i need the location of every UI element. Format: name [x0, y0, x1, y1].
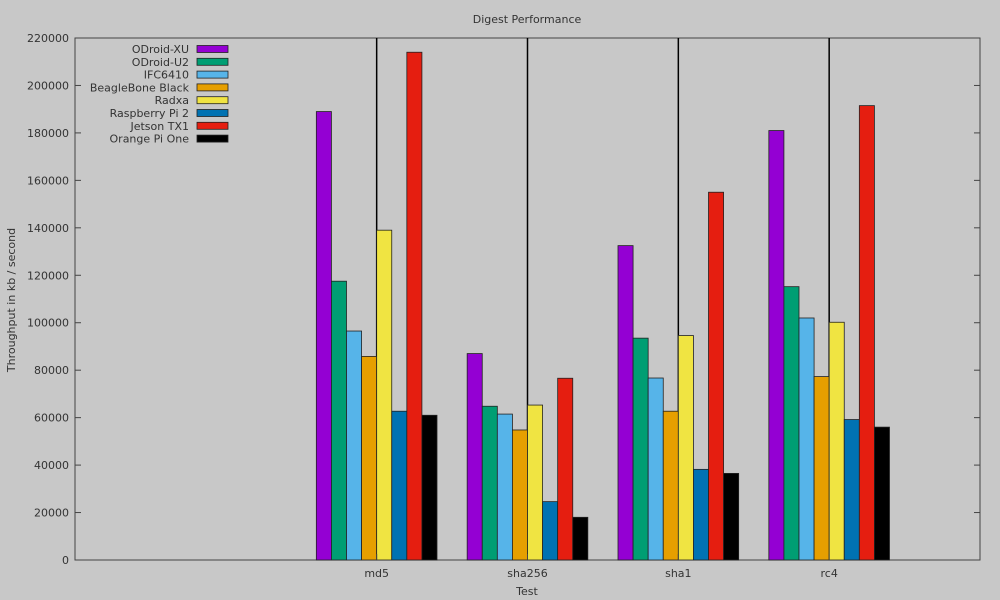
bar	[813, 376, 830, 561]
y-tick-label: 80000	[34, 364, 69, 377]
y-tick-label: 200000	[27, 79, 69, 92]
bar	[617, 245, 634, 561]
x-tick-label: md5	[364, 567, 389, 580]
bar	[768, 130, 785, 561]
bar	[677, 335, 694, 561]
bar	[828, 321, 845, 561]
legend-swatch	[196, 57, 229, 66]
bar	[406, 51, 423, 561]
bar	[331, 280, 347, 561]
x-tick-label: sha256	[507, 567, 547, 580]
bar	[858, 105, 875, 561]
legend-label: BeagleBone Black	[90, 81, 190, 94]
bar	[783, 286, 800, 561]
legend-swatch	[196, 96, 229, 105]
bar	[647, 377, 664, 561]
y-tick-label: 140000	[27, 222, 69, 235]
bar	[542, 501, 559, 561]
bar	[481, 405, 498, 561]
legend-swatch	[196, 70, 229, 79]
y-tick-label: 120000	[27, 269, 69, 282]
bar	[346, 330, 362, 561]
bar	[496, 413, 513, 561]
x-tick-label: sha1	[665, 567, 691, 580]
legend-swatch	[196, 83, 229, 92]
legend-label: IFC6410	[144, 69, 189, 82]
bar	[512, 429, 528, 561]
legend-label: ODroid-U2	[132, 56, 189, 69]
bar	[723, 472, 740, 561]
bar	[391, 410, 408, 561]
bar	[466, 353, 483, 561]
bar	[361, 356, 378, 561]
bar	[708, 191, 724, 561]
y-tick-label: 160000	[27, 174, 69, 187]
bar	[632, 337, 649, 561]
x-tick-label: rc4	[821, 567, 838, 580]
bar	[527, 404, 543, 561]
chart-title: Digest Performance	[473, 13, 582, 26]
bar	[843, 419, 860, 561]
y-tick-label: 60000	[34, 412, 69, 425]
legend-label: Radxa	[155, 94, 189, 107]
y-axis-label: Throughput in kb / second	[5, 228, 18, 373]
y-tick-label: 40000	[34, 459, 69, 472]
legend-label: ODroid-XU	[132, 43, 189, 56]
bar	[693, 468, 709, 561]
y-tick-label: 220000	[27, 32, 69, 45]
x-axis-label: Test	[515, 585, 538, 598]
legend-label: Raspberry Pi 2	[110, 107, 189, 120]
bar	[557, 377, 574, 561]
y-tick-label: 100000	[27, 317, 69, 330]
legend-label: Orange Pi One	[110, 133, 190, 146]
legend-swatch	[196, 45, 229, 53]
legend-swatch	[196, 109, 229, 117]
bar	[376, 229, 393, 561]
bar	[874, 426, 890, 561]
y-tick-label: 0	[62, 554, 69, 567]
bar	[572, 516, 589, 561]
y-tick-label: 20000	[34, 507, 69, 520]
bar	[662, 410, 679, 561]
legend-swatch	[196, 121, 229, 130]
bar	[315, 111, 332, 561]
legend-swatch	[196, 134, 229, 143]
legend-label: Jetson TX1	[129, 120, 189, 133]
y-tick-label: 180000	[27, 127, 69, 140]
bar	[421, 414, 438, 561]
bar	[798, 317, 815, 561]
